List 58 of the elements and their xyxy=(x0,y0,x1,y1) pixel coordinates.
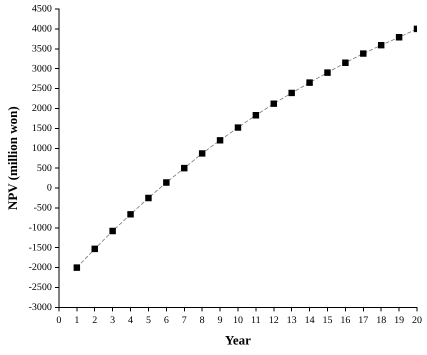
point xyxy=(360,50,367,57)
y-tick-label: 4500 xyxy=(32,4,52,15)
x-tick-label: 6 xyxy=(164,315,169,326)
x-tick-label: 15 xyxy=(322,315,332,326)
x-tick-label: 18 xyxy=(376,315,386,326)
y-tick-label: -2000 xyxy=(28,262,52,274)
x-tick-label: 13 xyxy=(286,315,297,326)
x-tick-label: 11 xyxy=(251,315,261,326)
point xyxy=(270,100,277,107)
x-tick-label: 10 xyxy=(232,315,243,326)
x-tick-label: 9 xyxy=(218,315,223,326)
point xyxy=(288,90,295,96)
x-tick-label: 1 xyxy=(74,315,80,326)
y-tick-label: 1500 xyxy=(32,122,52,134)
x-tick-label: 5 xyxy=(146,315,151,326)
y-tick-label: -2500 xyxy=(28,282,52,294)
point xyxy=(306,79,313,86)
y-tick-label: 0 xyxy=(46,182,52,194)
y-tick-label: 2500 xyxy=(32,83,52,94)
x-tick-label: 19 xyxy=(394,315,404,326)
point xyxy=(252,112,260,118)
x-tick-label: 7 xyxy=(182,315,187,326)
y-tick-label: -3000 xyxy=(28,302,52,314)
x-tick-label: 17 xyxy=(358,315,368,326)
x-tick-label: 16 xyxy=(340,315,350,326)
y-tick-label: 500 xyxy=(36,162,52,174)
y-tick-label: 3500 xyxy=(32,43,52,54)
point xyxy=(234,124,242,131)
y-tick-label: -1500 xyxy=(28,242,52,254)
point xyxy=(396,34,402,40)
x-tick-label: 3 xyxy=(110,315,116,326)
point xyxy=(92,246,98,252)
point xyxy=(127,211,134,218)
point xyxy=(216,137,224,144)
x-tick-label: 20 xyxy=(412,315,422,326)
x-tick-label: 14 xyxy=(304,315,315,326)
point xyxy=(342,59,349,66)
y-tick-label: 2000 xyxy=(32,103,52,114)
x-tick-label: 4 xyxy=(128,315,134,326)
x-axis-title: Year xyxy=(224,332,252,348)
x-tick-label: 12 xyxy=(268,315,279,326)
point xyxy=(378,42,384,48)
y-tick-label: 1000 xyxy=(32,142,52,154)
x-tick-label: 2 xyxy=(92,315,98,326)
y-axis-title: NPV (million won) xyxy=(5,106,20,210)
point xyxy=(163,179,170,186)
point xyxy=(109,228,116,234)
point xyxy=(74,264,80,271)
point xyxy=(145,194,152,202)
x-tick-label: 0 xyxy=(56,315,62,326)
y-tick-label: 4000 xyxy=(32,24,52,35)
y-tick-label: -1000 xyxy=(28,222,52,234)
y-tick-label: 3000 xyxy=(32,63,52,74)
point xyxy=(324,69,331,76)
y-tick-label: -500 xyxy=(34,202,52,214)
point xyxy=(198,150,206,157)
point xyxy=(181,164,188,172)
x-tick-label: 8 xyxy=(200,315,205,326)
